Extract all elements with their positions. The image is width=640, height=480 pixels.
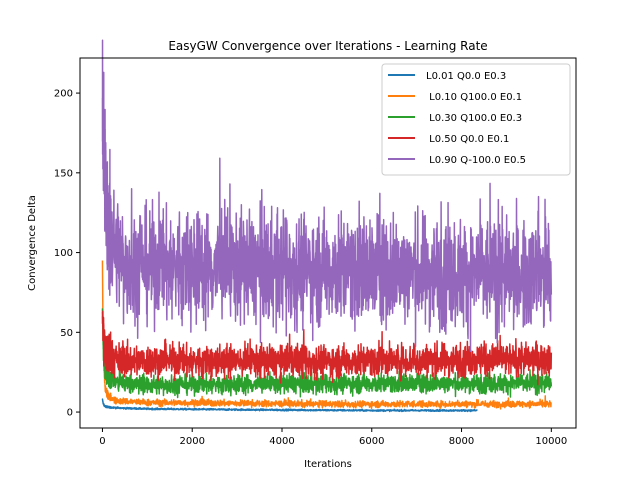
series-layer: [101, 39, 553, 413]
x-tick-label: 6000: [359, 436, 384, 447]
series-line: [101, 398, 478, 413]
series-line: [101, 310, 553, 386]
x-tick-label: 4000: [269, 436, 294, 447]
plot-frame: [79, 57, 577, 429]
y-axis-title: Convergence Delta: [27, 195, 38, 291]
x-axis-title: Iterations: [304, 459, 352, 470]
x-tick-label: 8000: [449, 436, 474, 447]
legend-label: L0.50 Q0.0 E0.1: [426, 134, 509, 145]
y-tick-label: 0: [67, 408, 73, 419]
legend-label: L0.30 Q100.0 E0.3: [426, 113, 522, 124]
legend-label: L0.01 Q0.0 E0.3: [426, 71, 506, 82]
series-line: [101, 308, 553, 399]
chart-title: EasyGW Convergence over Iterations - Lea…: [168, 39, 487, 53]
legend: L0.01 Q0.0 E0.3 L0.10 Q100.0 E0.1 L0.30 …: [381, 63, 571, 176]
legend-box: [381, 63, 571, 176]
series-line: [101, 260, 552, 410]
y-tick-label: 100: [54, 248, 73, 259]
legend-label: L0.10 Q100.0 E0.1: [426, 92, 522, 103]
y-tick-label: 150: [54, 168, 73, 179]
y-tick-label: 50: [60, 328, 73, 339]
x-tick-label: 2000: [179, 436, 204, 447]
y-tick-label: 200: [54, 89, 73, 100]
x-tick-label: 10000: [535, 436, 567, 447]
axes-layer: 0 2000 4000 6000 8000 10000 0 50 100 150 200: [54, 57, 577, 447]
x-tick-label: 0: [99, 436, 105, 447]
legend-label: L0.90 Q-100.0 E0.5: [426, 155, 526, 166]
series-line: [101, 39, 553, 353]
